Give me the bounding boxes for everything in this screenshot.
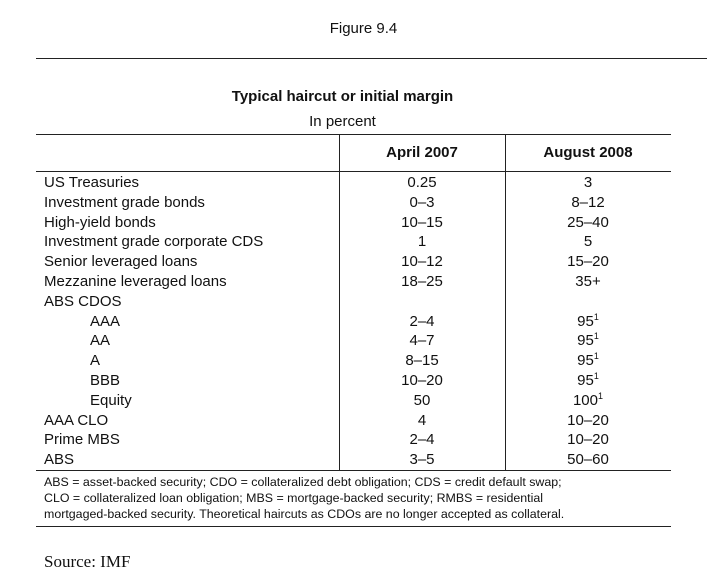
cell-value: 25–40 bbox=[567, 213, 609, 231]
column-divider bbox=[505, 134, 506, 470]
cell-august-2008: 951 bbox=[505, 331, 671, 351]
source-caption: Source: IMF bbox=[44, 552, 131, 571]
column-divider bbox=[339, 134, 340, 470]
row-label: US Treasuries bbox=[44, 174, 140, 191]
footnote-marker: 1 bbox=[593, 311, 599, 322]
cell-april-2007: 50 bbox=[413, 391, 431, 409]
cell-value: 35+ bbox=[575, 272, 601, 290]
table-subtitle: In percent bbox=[309, 113, 376, 130]
cell-april-2007: 18–25 bbox=[401, 272, 443, 290]
cell-april-2007: 1 bbox=[417, 233, 427, 251]
table-row: A 8–15 951 bbox=[36, 351, 671, 371]
cell-april-2007: 10–12 bbox=[401, 253, 443, 271]
note-line: mortgaged-backed security. Theoretical h… bbox=[44, 506, 565, 521]
row-label: Equity bbox=[90, 391, 132, 409]
table-row: Investment grade bonds 0–3 8–12 bbox=[36, 193, 671, 213]
cell-august-2008: 5 bbox=[505, 232, 671, 252]
cell-value: 10–20 bbox=[567, 411, 609, 429]
row-label: Senior leveraged loans bbox=[44, 253, 198, 271]
cell-value: 95 bbox=[577, 332, 594, 350]
table-row: Equity 50 1001 bbox=[36, 391, 671, 411]
cell-august-2008: 10–20 bbox=[505, 430, 671, 450]
cell-april-2007: 8–15 bbox=[405, 352, 439, 370]
table-row: BBB 10–20 951 bbox=[36, 371, 671, 391]
cell-august-2008: 1001 bbox=[505, 391, 671, 411]
note-line: CLO = collateralized loan obligation; MB… bbox=[44, 490, 543, 505]
table-row: Investment grade corporate CDS 1 5 bbox=[36, 232, 671, 252]
cell-april-2007: 4 bbox=[417, 411, 427, 429]
cell-value: 95 bbox=[577, 352, 594, 370]
table-row: Mezzanine leveraged loans 18–25 35+ bbox=[36, 272, 671, 292]
row-label: High-yield bonds bbox=[44, 213, 156, 231]
cell-april-2007: 0–3 bbox=[409, 193, 435, 211]
cell-august-2008: 951 bbox=[505, 371, 671, 391]
table-header: April 2007 August 2008 bbox=[36, 134, 671, 172]
table-row: High-yield bonds 10–15 25–40 bbox=[36, 213, 671, 233]
cell-august-2008: 50–60 bbox=[505, 450, 671, 470]
cell-august-2008: 25–40 bbox=[505, 213, 671, 233]
note-line: ABS = asset-backed security; CDO = colla… bbox=[44, 474, 562, 489]
footnote-marker: 1 bbox=[593, 351, 599, 362]
cell-april-2007: 2–4 bbox=[409, 312, 435, 330]
table-row: Senior leveraged loans 10–12 15–20 bbox=[36, 252, 671, 272]
cell-august-2008: 951 bbox=[505, 312, 671, 332]
figure-label: Figure 9.4 bbox=[329, 20, 398, 37]
cell-value: 95 bbox=[577, 312, 594, 330]
cell-value: 50–60 bbox=[567, 451, 609, 469]
table-body: US Treasuries 0.25 3 Investment grade bonds… bbox=[36, 172, 671, 470]
cell-april-2007: 4–7 bbox=[409, 332, 435, 350]
cell-value: 100 bbox=[572, 391, 598, 409]
cell-april-2007: 0.25 bbox=[407, 174, 437, 191]
cell-april-2007: 10–20 bbox=[401, 371, 443, 389]
table-title: Typical haircut or initial margin bbox=[231, 88, 454, 105]
cell-august-2008: 951 bbox=[505, 351, 671, 371]
cell-august-2008: 8–12 bbox=[505, 193, 671, 213]
row-label: Prime MBS bbox=[44, 431, 120, 449]
row-label: A bbox=[90, 352, 101, 370]
footnote-marker: 1 bbox=[593, 331, 599, 342]
cell-august-2008: 3 bbox=[505, 173, 671, 193]
row-label: AAA bbox=[90, 312, 121, 330]
row-label: Investment grade bonds bbox=[44, 193, 205, 211]
column-header-april-2007: April 2007 bbox=[386, 144, 458, 161]
row-label: ABS bbox=[44, 451, 75, 469]
table-row: AAA 2–4 951 bbox=[36, 312, 671, 332]
cell-value: 3 bbox=[583, 174, 593, 191]
row-label: AAA CLO bbox=[44, 411, 109, 429]
cell-value: 10–20 bbox=[567, 431, 609, 449]
cell-august-2008: 10–20 bbox=[505, 411, 671, 431]
top-rule bbox=[36, 58, 707, 59]
row-label: ABS CDOS bbox=[44, 292, 122, 310]
cell-april-2007: 2–4 bbox=[409, 431, 435, 449]
cell-value: 15–20 bbox=[567, 253, 609, 271]
cell-value: 5 bbox=[583, 233, 593, 251]
table-row: Prime MBS 2–4 10–20 bbox=[36, 430, 671, 450]
cell-april-2007: 3–5 bbox=[409, 451, 435, 469]
cell-april-2007: 10–15 bbox=[401, 213, 443, 231]
table-row: AA 4–7 951 bbox=[36, 331, 671, 351]
cell-august-2008: 15–20 bbox=[505, 252, 671, 272]
cell-value: 8–12 bbox=[571, 193, 605, 211]
cell-value: 95 bbox=[577, 371, 594, 389]
table-notes: ABS = asset-backed security; CDO = colla… bbox=[36, 469, 671, 527]
table-row: US Treasuries 0.25 3 bbox=[36, 173, 671, 193]
row-label: AA bbox=[90, 332, 111, 350]
table-row: ABS 3–5 50–60 bbox=[36, 450, 671, 470]
row-label: BBB bbox=[90, 371, 121, 389]
footnote-marker: 1 bbox=[598, 390, 604, 401]
row-label: Investment grade corporate CDS bbox=[44, 233, 264, 251]
footnote-marker: 1 bbox=[593, 370, 599, 381]
table-row: AAA CLO 4 10–20 bbox=[36, 411, 671, 431]
haircut-table: April 2007 August 2008 US Treasuries 0.25… bbox=[36, 134, 671, 527]
column-header-august-2008: August 2008 bbox=[543, 144, 633, 161]
cell-august-2008: 35+ bbox=[505, 272, 671, 292]
table-row: ABS CDOS bbox=[36, 292, 671, 312]
row-label: Mezzanine leveraged loans bbox=[44, 272, 227, 290]
